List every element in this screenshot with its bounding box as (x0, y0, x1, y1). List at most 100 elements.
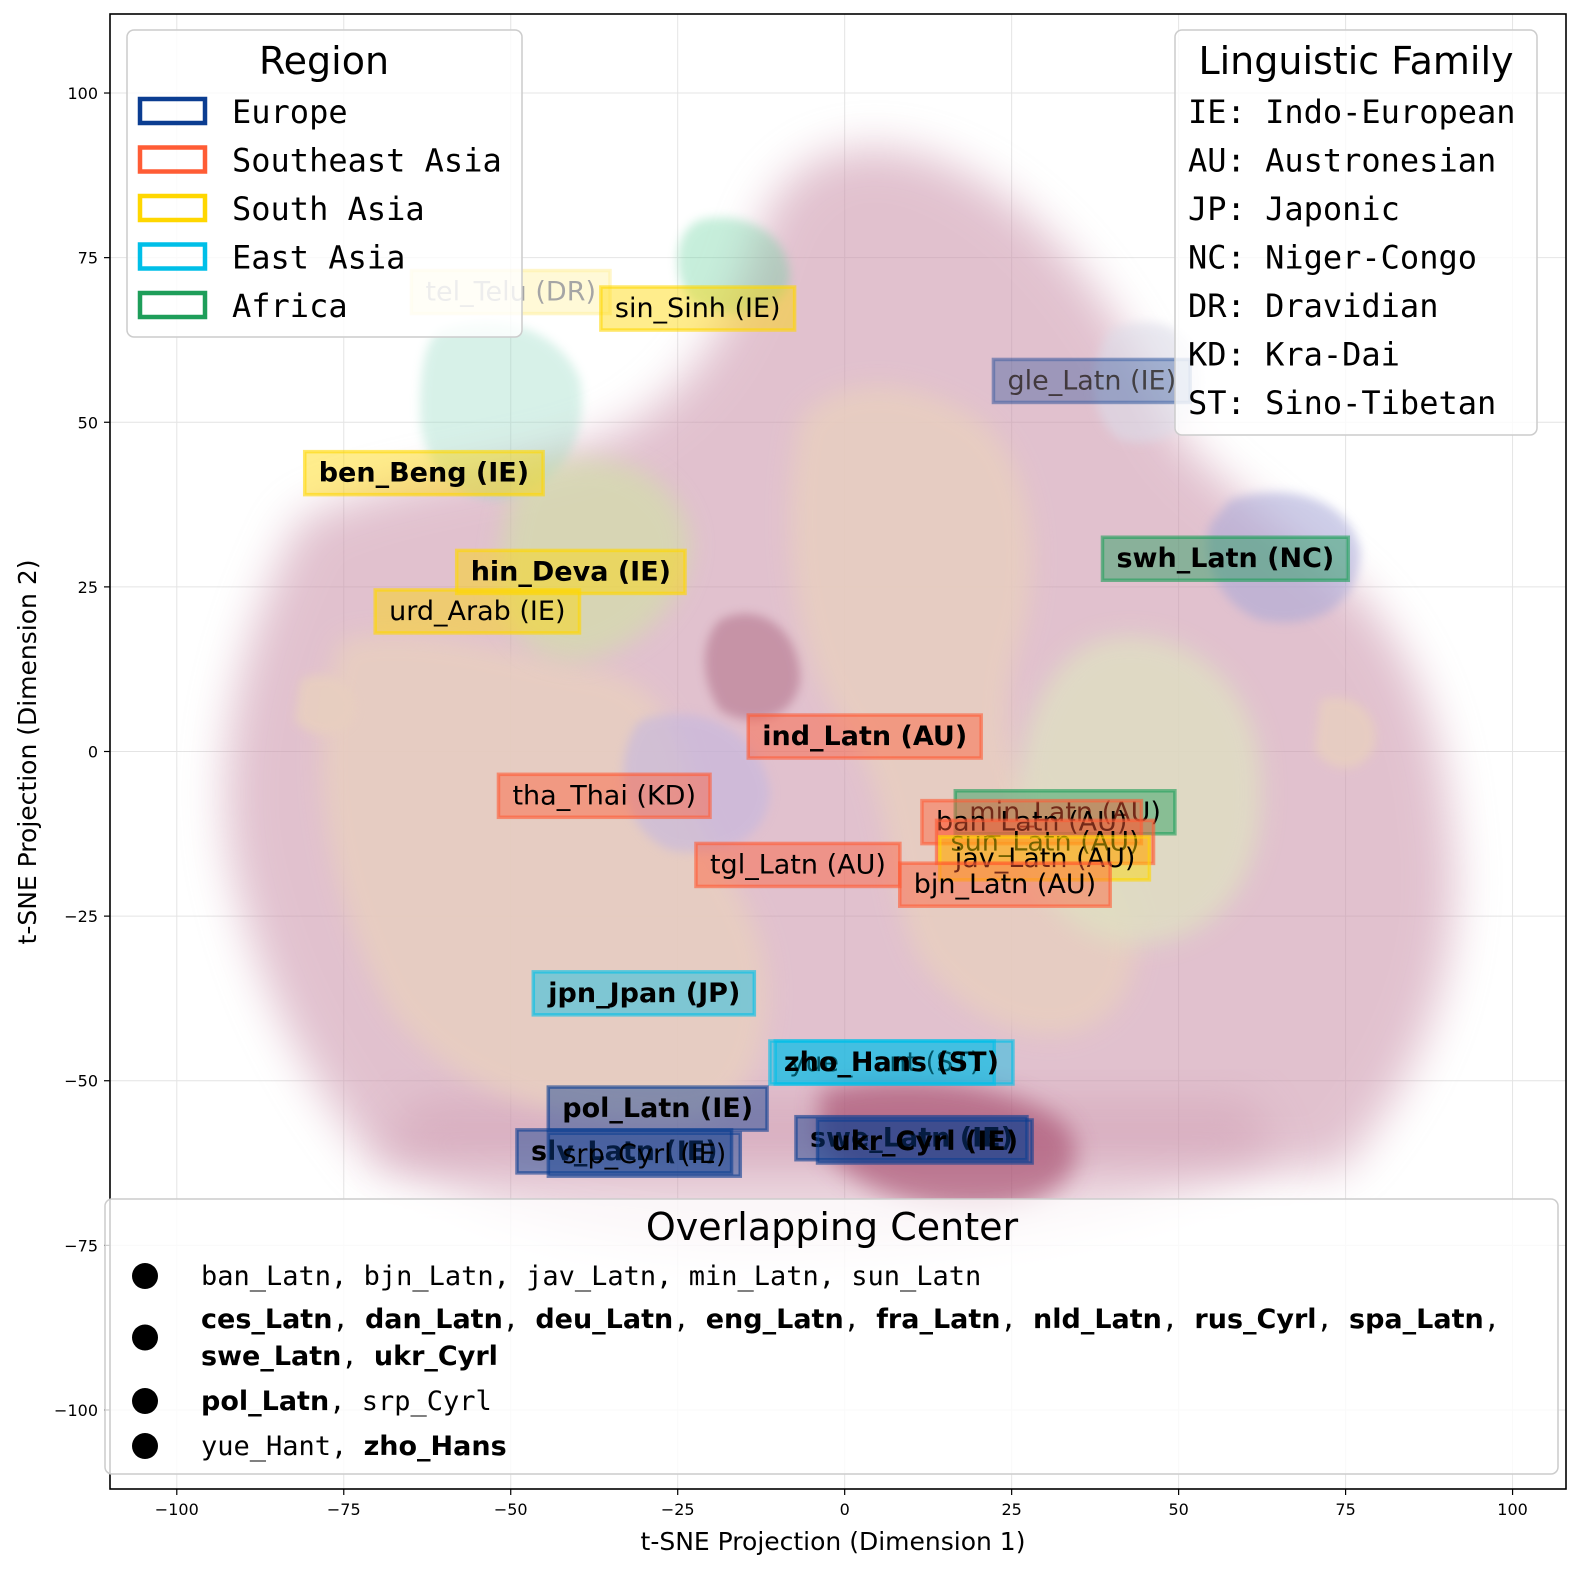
family-legend-entry: JP: Japonic (1188, 190, 1400, 228)
language-label-box (898, 861, 1112, 908)
language-label: jav_Latn (AU) (937, 835, 1152, 882)
language-label-text: ind_Latn (AU) (762, 721, 967, 752)
overlap-separator: , (494, 1261, 527, 1292)
language-labels: tel_Telu (DR)sin_Sinh (IE)gle_Latn (IE)b… (302, 268, 1351, 1178)
language-label: yue_Hant (ST) (773, 1039, 997, 1086)
language-label-text: pol_Latn (IE) (562, 1093, 753, 1124)
language-label-text: sin_Sinh (IE) (615, 293, 781, 324)
overlap-legend: Overlapping Center ban_Latn, bjn_Latn, j… (104, 1198, 1559, 1475)
y-tick-label: 75 (78, 249, 98, 268)
language-label-text: urd_Arab (IE) (389, 596, 565, 627)
overlap-marker (132, 1433, 158, 1459)
region-legend-label: Europe (232, 93, 348, 131)
overlap-marker (132, 1324, 158, 1351)
x-axis-ticks: −100 −75 −50 −25 0 25 50 75 100 (155, 1489, 1528, 1519)
overlap-language: rus_Cyrl (1194, 1304, 1316, 1335)
overlap-language: pol_Latn (201, 1386, 329, 1417)
x-axis-title: t-SNE Projection (Dimension 1) (641, 1527, 1026, 1556)
overlap-language: fra_Latn (876, 1304, 1000, 1335)
overlap-language: min_Latn (689, 1261, 819, 1292)
language-label-text: bjn_Latn (AU) (914, 869, 1096, 900)
overlap-separator: , (673, 1304, 706, 1335)
region-legend-label: Africa (232, 287, 348, 325)
overlap-entry-line: ban_Latn, bjn_Latn, jav_Latn, min_Latn, … (201, 1261, 981, 1292)
overlap-separator: , (1484, 1304, 1500, 1335)
language-label-box (515, 1128, 734, 1175)
x-tick-label: −75 (327, 1500, 361, 1519)
x-tick-label: 50 (1168, 1500, 1188, 1519)
region-legend-entries: Europe Southeast Asia South Asia East Asia A… (137, 93, 502, 325)
overlap-entry-line: yue_Hant, zho_Hans (201, 1431, 507, 1462)
overlap-separator: , (332, 1304, 365, 1335)
overlap-language: sun_Latn (851, 1261, 981, 1292)
y-tick-label: −50 (64, 1072, 98, 1091)
region-swatch (137, 96, 208, 126)
overlap-marker (132, 1388, 158, 1414)
language-label-text: srp_Cyrl (IE) (562, 1139, 726, 1170)
language-label: srp_Cyrl (IE) (546, 1131, 743, 1178)
language-label-text: jav_Latn (AU) (954, 843, 1136, 874)
language-label: ukr_Cyrl (IE) (815, 1118, 1034, 1165)
overlap-language: zho_Hans (364, 1431, 507, 1462)
x-tick-label: −25 (661, 1500, 695, 1519)
overlap-separator: , (819, 1261, 852, 1292)
family-legend-entry: ST: Sino-Tibetan (1188, 384, 1496, 422)
region-swatch (137, 145, 208, 174)
language-label-box (1100, 535, 1351, 582)
overlap-separator: , (329, 1386, 362, 1417)
language-label-box (496, 772, 712, 820)
language-label-text: jpn_Jpan (JP) (547, 978, 740, 1009)
language-label-box (302, 449, 545, 497)
overlap-separator: , (1317, 1304, 1350, 1335)
language-label-box (794, 1114, 1029, 1162)
language-label: sin_Sinh (IE) (599, 285, 797, 332)
region-legend-frame (126, 29, 523, 338)
region-legend-label: South Asia (232, 190, 425, 228)
language-label-text: sun_Latn (AU) (951, 826, 1140, 857)
language-label-box (953, 789, 1177, 836)
language-label: bjn_Latn (AU) (898, 861, 1112, 908)
language-label: gle_Latn (IE) (991, 357, 1192, 405)
overlap-legend-title: Overlapping Center (646, 1205, 1019, 1249)
overlap-language: bjn_Latn (364, 1261, 494, 1292)
overlap-entry-line: ces_Latn, dan_Latn, deu_Latn, eng_Latn, … (201, 1304, 1500, 1335)
overlap-separator: , (656, 1261, 689, 1292)
language-label-box (937, 835, 1152, 882)
region-legend: Region Europe Southeast Asia South Asia Eas… (126, 29, 523, 338)
language-label-text: zho_Hans (ST) (784, 1047, 999, 1078)
x-tick-label: 0 (840, 1500, 850, 1519)
region-swatch (137, 193, 208, 223)
family-legend-entry: DR: Dravidian (1188, 287, 1438, 325)
overlap-entry-line: swe_Latn, ukr_Cyrl (201, 1341, 498, 1372)
language-label: jpn_Jpan (JP) (531, 970, 757, 1017)
family-legend-entry: AU: Austronesian (1188, 142, 1496, 180)
language-label: slv_Latn (IE) (515, 1128, 734, 1175)
overlap-separator: , (1162, 1304, 1195, 1335)
language-label-text: tgl_Latn (AU) (710, 849, 886, 880)
region-swatch (137, 242, 208, 271)
region-legend-title: Region (259, 39, 389, 83)
y-axis-ticks: −100 −75 −50 −25 0 25 50 75 100 (54, 84, 110, 1420)
x-tick-label: 75 (1335, 1500, 1355, 1519)
x-tick-label: −50 (494, 1500, 528, 1519)
language-label: sun_Latn (AU) (934, 818, 1156, 866)
overlap-separator: , (844, 1304, 877, 1335)
language-label-text: yue_Hant (ST) (789, 1047, 980, 1078)
x-tick-label: 25 (1001, 1500, 1021, 1519)
overlap-separator: , (331, 1431, 364, 1462)
language-label-text: hin_Deva (IE) (471, 556, 671, 587)
overlap-language: jav_Latn (526, 1261, 656, 1292)
language-label-text: slv_Latn (IE) (531, 1136, 718, 1167)
y-tick-label: 25 (78, 578, 98, 597)
family-legend: Linguistic Family IE: Indo-European AU: A… (1174, 29, 1538, 436)
language-label-box (694, 841, 902, 889)
y-tick-label: −100 (54, 1401, 98, 1420)
overlap-language: swe_Latn (201, 1341, 341, 1372)
overlap-marker (132, 1263, 158, 1289)
language-label: zho_Hans (ST) (768, 1039, 1015, 1086)
language-label-box (546, 1131, 743, 1178)
language-label: urd_Arab (IE) (373, 588, 582, 635)
language-label: ind_Latn (AU) (746, 713, 983, 760)
region-legend-label: East Asia (232, 239, 405, 277)
